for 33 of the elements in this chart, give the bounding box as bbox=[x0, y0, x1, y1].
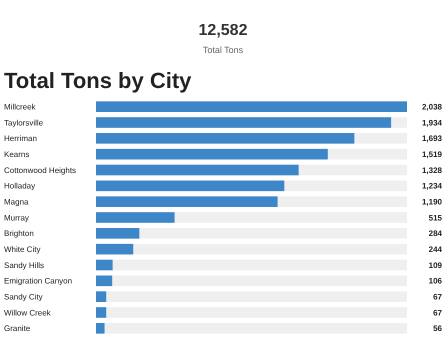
y-tick-label: Herriman bbox=[4, 134, 37, 144]
y-tick-label: Sandy City bbox=[4, 292, 43, 302]
y-tick-label: Magna bbox=[4, 197, 30, 206]
data-label: 244 bbox=[428, 244, 443, 254]
data-label: 2,038 bbox=[422, 102, 443, 112]
data-label: 284 bbox=[428, 229, 443, 238]
data-label: 1,519 bbox=[422, 150, 443, 159]
y-tick-label: Taylorsville bbox=[4, 118, 44, 128]
data-label: 515 bbox=[428, 213, 443, 222]
y-tick-label: Emigration Canyon bbox=[4, 276, 72, 286]
data-label: 109 bbox=[428, 260, 443, 270]
data-label: 1,234 bbox=[422, 182, 443, 191]
data-label: 67 bbox=[433, 308, 443, 318]
data-label: 106 bbox=[428, 276, 443, 286]
y-tick-label: Sandy Hills bbox=[4, 260, 44, 270]
data-label: 1,328 bbox=[422, 166, 443, 175]
chart-title: Total Tons by City bbox=[4, 68, 192, 93]
y-tick-label: Murray bbox=[4, 213, 29, 222]
text: Total Tons bbox=[202, 45, 244, 55]
y-tick-label: Willow Creek bbox=[4, 308, 52, 318]
data-label: 67 bbox=[433, 292, 443, 302]
y-tick-label: Cottonwood Heights bbox=[4, 166, 76, 175]
y-tick-label: White City bbox=[4, 244, 40, 254]
y-tick-label: Granite bbox=[4, 324, 31, 334]
data-label: 1,934 bbox=[422, 118, 443, 128]
y-tick-label: Kearns bbox=[4, 150, 30, 159]
y-tick-label: Brighton bbox=[4, 229, 34, 238]
data-label: 1,693 bbox=[422, 134, 443, 144]
text: 12,582 bbox=[198, 22, 248, 39]
y-tick-label: Millcreek bbox=[4, 102, 37, 112]
y-tick-label: Holladay bbox=[4, 182, 36, 191]
data-label: 56 bbox=[433, 324, 443, 334]
data-label: 1,190 bbox=[422, 197, 443, 206]
